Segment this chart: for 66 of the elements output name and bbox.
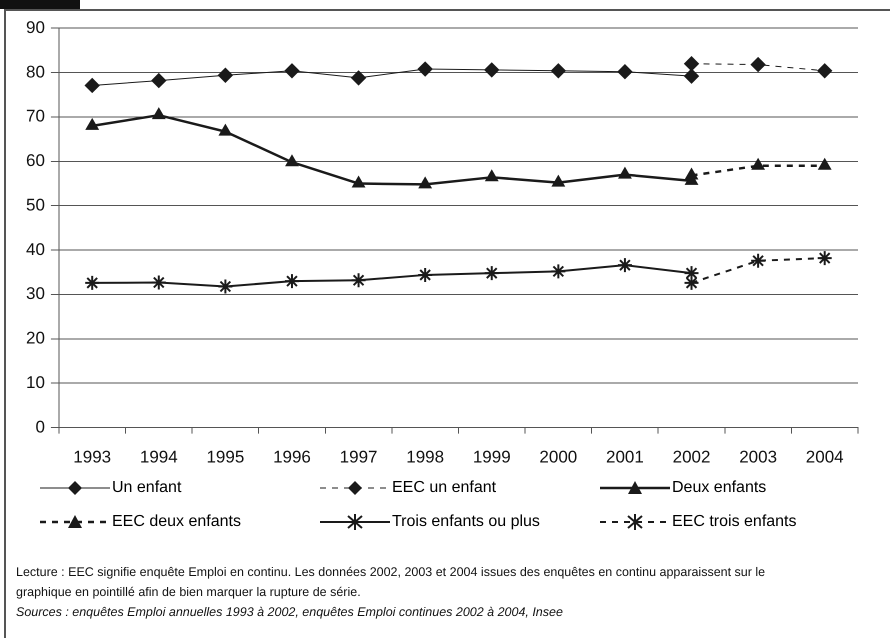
y-tick-label: 0: [35, 417, 45, 436]
legend-label: Deux enfants: [672, 479, 766, 497]
point: [750, 252, 766, 269]
point: [817, 63, 832, 78]
x-tick-label: 2002: [672, 447, 710, 466]
point: [350, 272, 367, 288]
point: [284, 63, 300, 78]
text: Lecture : EEC signifie enquête Emploi en continu. Les données 2002, 2003 et 2004 issues des enquêtes en continu apparaissent sur le graphique en pointillé afin de bien marquer la rupture de série.: [16, 564, 766, 601]
x-tick-label: 1993: [73, 447, 112, 466]
x-tick-label: 1995: [206, 447, 244, 466]
point: [218, 124, 232, 136]
x-tick-label: 1997: [340, 447, 378, 466]
source-note: Sources : enquêtes Emploi annuelles 1993 à 2002, enquêtes Emploi continues 2002 à 2004, Insee: [16, 604, 564, 621]
point: [552, 175, 565, 187]
legend-label: Trois enfants ou plus: [392, 513, 540, 531]
x-tick-label: 2004: [806, 447, 844, 466]
point: [218, 68, 233, 83]
x-tick-label: 2001: [606, 447, 644, 466]
y-tick-label: 90: [26, 18, 45, 37]
point: [684, 56, 700, 72]
y-tick-label: 60: [26, 151, 45, 170]
y-tick-label: 20: [26, 328, 45, 348]
legend-label: EEC deux enfants: [112, 513, 241, 531]
legend-label: EEC un enfant: [392, 479, 496, 497]
legend-label: EEC trois enfants: [672, 513, 796, 531]
legend-label: Un enfant: [112, 479, 182, 497]
point: [484, 62, 500, 78]
y-tick-label: 70: [26, 106, 45, 126]
point: [285, 154, 299, 166]
point: [418, 62, 433, 77]
point: [152, 108, 166, 120]
x-tick-label: 1994: [140, 447, 178, 466]
point: [684, 68, 700, 84]
point: [217, 278, 234, 294]
point: [752, 158, 765, 170]
point: [616, 257, 633, 274]
point: [550, 263, 566, 280]
x-tick-label: 1996: [273, 447, 311, 466]
point: [352, 176, 366, 188]
y-tick-label: 30: [26, 284, 45, 304]
point: [417, 266, 434, 283]
y-tick-label: 80: [26, 62, 45, 82]
x-tick-label: 1998: [406, 447, 444, 466]
point: [86, 118, 99, 130]
point: [284, 273, 300, 290]
point: [84, 274, 100, 291]
point: [84, 78, 100, 93]
point: [550, 63, 566, 78]
point: [151, 73, 166, 88]
point: [150, 274, 167, 290]
y-tick-label: 40: [26, 240, 45, 259]
point: [484, 265, 500, 282]
y-tick-label: 10: [26, 372, 45, 392]
point: [618, 167, 632, 179]
x-tick-label: 1999: [472, 447, 511, 466]
point: [351, 70, 366, 86]
point: [485, 170, 498, 182]
y-tick-label: 50: [26, 195, 45, 214]
x-tick-label: 2003: [739, 447, 778, 466]
point: [684, 265, 700, 282]
point: [816, 250, 833, 266]
x-tick-label: 2000: [539, 447, 578, 466]
point: [750, 57, 766, 72]
point: [617, 64, 632, 80]
point: [418, 176, 432, 188]
point: [818, 158, 832, 170]
